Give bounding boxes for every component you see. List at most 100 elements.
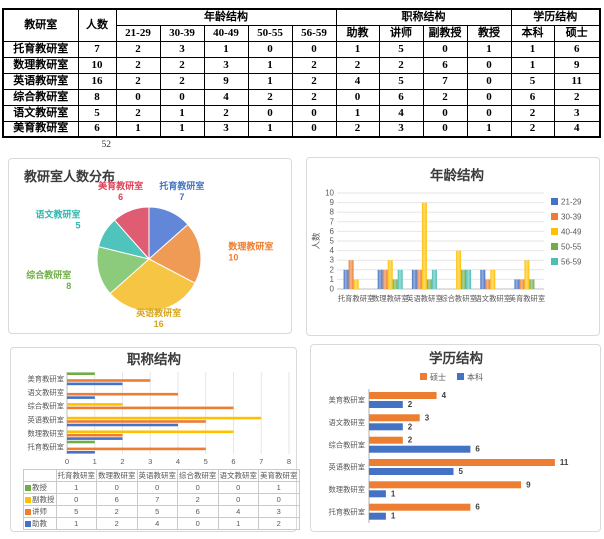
cell-edu[interactable]: 11 bbox=[553, 72, 601, 90]
row-office-label[interactable]: 综合教研室 bbox=[2, 88, 79, 106]
cell-age[interactable]: 3 bbox=[203, 120, 249, 138]
pie-slice-美育教研室[interactable] bbox=[113, 206, 150, 261]
headcount-total[interactable]: 52 bbox=[101, 140, 112, 150]
bar-综合教研室-副教授[interactable] bbox=[67, 403, 123, 406]
bar-综合教研室-本科[interactable] bbox=[369, 445, 471, 453]
age-structure-chart-panel[interactable]: 年龄结构 0 1 2 3 4 5 6 7 8 9 10 人数 托育教研室 数理教研室 英语教研室 综合教研室 语文… bbox=[306, 157, 600, 336]
staff-table[interactable]: 教研室 人数 年龄结构 职称结构 学历结构 21-29 30-39 40-49 50-55 56-… bbox=[2, 8, 601, 138]
bar-综合教研室-硕士[interactable] bbox=[369, 436, 403, 444]
cell-age[interactable]: 0 bbox=[291, 104, 337, 122]
cell-age[interactable]: 0 bbox=[291, 120, 337, 138]
bar-数理教研室-21-29[interactable] bbox=[377, 269, 383, 289]
legend-swatch[interactable] bbox=[551, 243, 558, 250]
cell-age[interactable]: 1 bbox=[247, 72, 293, 90]
bar-数理教研室-本科[interactable] bbox=[369, 490, 386, 498]
cell-count[interactable]: 5 bbox=[77, 104, 117, 122]
bar-数理教研室-50-55[interactable] bbox=[392, 279, 398, 289]
cell-edu[interactable]: 2 bbox=[553, 88, 601, 106]
cell-edu[interactable]: 4 bbox=[553, 120, 601, 138]
cell-title[interactable]: 0 bbox=[422, 40, 468, 58]
cell-age[interactable]: 0 bbox=[159, 88, 205, 106]
bar-托育教研室-40-49[interactable] bbox=[353, 279, 359, 289]
legend-swatch[interactable] bbox=[551, 258, 558, 265]
cell-age[interactable]: 0 bbox=[115, 88, 161, 106]
cell-title[interactable]: 5 bbox=[378, 40, 424, 58]
cell-edu[interactable]: 5 bbox=[510, 72, 555, 90]
bar-英语教研室-30-39[interactable] bbox=[416, 269, 422, 289]
bar-英语教研室-本科[interactable] bbox=[369, 468, 454, 475]
cell-title[interactable]: 6 bbox=[422, 56, 468, 74]
bar-英语教研室-40-49[interactable] bbox=[421, 202, 427, 289]
cell-title[interactable]: 5 bbox=[378, 72, 424, 90]
bar-数理教研室-助教[interactable] bbox=[67, 437, 123, 440]
bar-综合教研室-50-55[interactable] bbox=[461, 269, 467, 289]
cell-title[interactable]: 1 bbox=[335, 40, 380, 58]
cell-title[interactable]: 0 bbox=[335, 88, 380, 106]
row-office-label[interactable]: 语文教研室 bbox=[2, 104, 79, 122]
cell-title[interactable]: 2 bbox=[422, 88, 468, 106]
cell-count[interactable]: 10 bbox=[77, 56, 117, 74]
header-age-col[interactable]: 40-49 bbox=[203, 24, 249, 42]
cell-title[interactable]: 1 bbox=[335, 104, 380, 122]
bar-语文教研室-助教[interactable] bbox=[67, 396, 95, 399]
cell-age[interactable]: 2 bbox=[159, 56, 205, 74]
header-age-col[interactable]: 21-29 bbox=[115, 24, 161, 42]
bar-数理教研室-硕士[interactable] bbox=[369, 481, 522, 489]
pie-slice-综合教研室[interactable] bbox=[96, 245, 151, 295]
bar-托育教研室-本科[interactable] bbox=[369, 512, 386, 520]
cell-age[interactable]: 1 bbox=[159, 104, 205, 122]
cell-title[interactable]: 0 bbox=[466, 104, 512, 122]
title-structure-chart-panel[interactable]: 职称结构 0 1 2 3 4 5 6 7 8 托育教研室 数理教研室 英语教研室 综合教研室 语文教研室 美育… bbox=[10, 347, 300, 532]
bar-英语教研室-50-55[interactable] bbox=[426, 279, 432, 289]
bar-美育教研室-21-29[interactable] bbox=[514, 279, 520, 289]
row-office-label[interactable]: 美育教研室 bbox=[2, 120, 79, 138]
cell-title[interactable]: 1 bbox=[466, 120, 512, 138]
cell-title[interactable]: 0 bbox=[466, 72, 512, 90]
cell-title[interactable]: 0 bbox=[466, 56, 512, 74]
bar-数理教研室-56-59[interactable] bbox=[397, 269, 403, 289]
bar-美育教研室-本科[interactable] bbox=[369, 401, 403, 408]
cell-age[interactable]: 2 bbox=[247, 88, 293, 106]
cell-age[interactable]: 2 bbox=[291, 56, 337, 74]
cell-age[interactable]: 2 bbox=[203, 104, 249, 122]
cell-age[interactable]: 1 bbox=[115, 120, 161, 138]
cell-age[interactable]: 0 bbox=[247, 104, 293, 122]
legend-swatch[interactable] bbox=[457, 373, 464, 380]
bar-数理教研室-副教授[interactable] bbox=[67, 430, 234, 434]
bar-语文教研室-40-49[interactable] bbox=[490, 269, 496, 289]
bar-托育教研室-硕士[interactable] bbox=[369, 503, 471, 511]
bar-数理教研室-讲师[interactable] bbox=[67, 433, 123, 437]
bar-语文教研室-21-29[interactable] bbox=[480, 269, 486, 289]
header-office[interactable]: 教研室 bbox=[2, 8, 79, 42]
cell-title[interactable]: 1 bbox=[466, 40, 512, 58]
bar-托育教研室-21-29[interactable] bbox=[343, 269, 349, 289]
bar-托育教研室-助教[interactable] bbox=[67, 451, 95, 454]
cell-title[interactable]: 0 bbox=[422, 104, 468, 122]
cell-count[interactable]: 8 bbox=[77, 88, 117, 106]
education-structure-chart-panel[interactable]: 学历结构 硕士 本科 托育教研室 6 1 数理教研室 9 1 英语教研室 11 5 综合教研室 2 6 语文教… bbox=[310, 344, 601, 532]
legend-swatch[interactable] bbox=[551, 213, 558, 220]
header-count[interactable]: 人数 bbox=[77, 8, 117, 42]
bar-美育教研室-硕士[interactable] bbox=[369, 392, 437, 399]
cell-age[interactable]: 2 bbox=[115, 40, 161, 58]
cell-age[interactable]: 2 bbox=[115, 72, 161, 90]
header-title-col[interactable]: 助教 bbox=[335, 24, 380, 42]
cell-age[interactable]: 2 bbox=[291, 72, 337, 90]
bar-语文教研室-硕士[interactable] bbox=[369, 414, 420, 422]
bar-美育教研室-助教[interactable] bbox=[67, 382, 123, 386]
header-title-col[interactable]: 副教授 bbox=[422, 24, 468, 42]
cell-title[interactable]: 0 bbox=[466, 88, 512, 106]
bar-托育教研室-教授[interactable] bbox=[67, 440, 95, 444]
bar-综合教研室-56-59[interactable] bbox=[466, 269, 472, 289]
bar-托育教研室-讲师[interactable] bbox=[67, 447, 206, 451]
cell-edu[interactable]: 1 bbox=[510, 40, 555, 58]
bar-语文教研室-讲师[interactable] bbox=[67, 392, 178, 396]
bar-美育教研室-50-55[interactable] bbox=[529, 279, 535, 289]
cell-age[interactable]: 4 bbox=[203, 88, 249, 106]
cell-age[interactable]: 0 bbox=[291, 40, 337, 58]
header-title-col[interactable]: 教授 bbox=[466, 24, 512, 42]
cell-title[interactable]: 4 bbox=[335, 72, 380, 90]
cell-edu[interactable]: 6 bbox=[510, 88, 555, 106]
cell-count[interactable]: 6 bbox=[77, 120, 117, 138]
header-edu-col[interactable]: 硕士 bbox=[553, 24, 601, 42]
